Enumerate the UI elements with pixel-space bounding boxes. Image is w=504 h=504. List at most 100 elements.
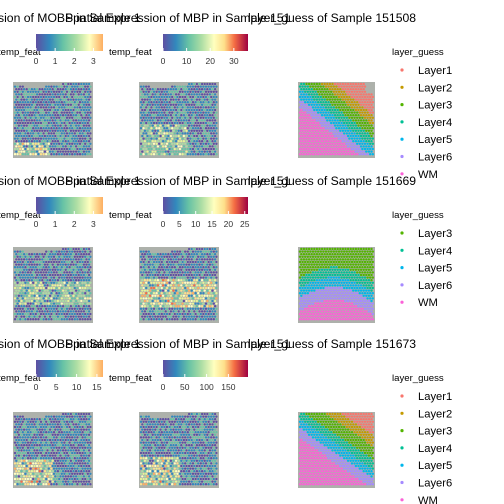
spot — [206, 263, 209, 266]
spot — [177, 103, 180, 106]
spot — [327, 95, 330, 99]
spot — [72, 150, 75, 153]
spot — [139, 271, 143, 274]
spot — [25, 119, 28, 122]
spot — [28, 284, 31, 287]
spot — [61, 129, 65, 132]
spot — [169, 150, 173, 153]
spot — [81, 85, 84, 88]
spot — [143, 124, 147, 127]
spot — [365, 134, 368, 138]
spot — [314, 281, 317, 284]
spot — [15, 93, 18, 96]
spot — [47, 260, 50, 264]
spot — [191, 153, 195, 156]
spot — [328, 103, 332, 106]
spot — [212, 142, 215, 145]
spot — [206, 310, 209, 313]
spot — [363, 286, 367, 290]
spot — [38, 253, 41, 256]
spot — [73, 260, 76, 264]
spot — [206, 279, 209, 282]
spot — [191, 276, 195, 279]
spot — [67, 258, 70, 261]
spot — [71, 111, 74, 114]
spot — [59, 305, 62, 308]
spot — [300, 108, 303, 112]
spot — [89, 101, 92, 104]
spot — [332, 111, 335, 114]
spot — [367, 129, 371, 132]
spot — [186, 281, 189, 284]
spot — [161, 284, 165, 287]
spot — [176, 312, 179, 316]
spot — [186, 121, 189, 125]
colorbar-tick-label: 30 — [229, 56, 239, 66]
spot — [77, 140, 80, 143]
spot — [71, 153, 74, 156]
legend2-ticks-row1: 0 5 10 15 20 25 — [161, 211, 250, 229]
spot — [48, 284, 52, 287]
spot — [352, 279, 355, 282]
spot — [24, 307, 27, 310]
spot — [85, 294, 88, 297]
spot — [26, 90, 30, 93]
spot — [314, 90, 317, 93]
spot — [177, 268, 180, 271]
spot — [349, 263, 352, 266]
spot — [163, 90, 166, 93]
spot — [20, 289, 23, 292]
spot — [73, 297, 76, 300]
spot — [333, 247, 337, 251]
spot — [17, 119, 21, 122]
spot — [363, 297, 367, 300]
spot — [212, 318, 215, 321]
spot — [190, 247, 193, 251]
spot — [37, 142, 40, 145]
spot — [366, 312, 369, 316]
spot — [33, 150, 36, 153]
spot — [352, 299, 355, 303]
spot — [197, 101, 200, 104]
spot — [17, 289, 21, 292]
spot — [71, 101, 74, 104]
spot — [198, 108, 201, 112]
spot — [332, 276, 335, 279]
spot — [50, 312, 53, 316]
spot — [185, 315, 188, 318]
spot — [55, 281, 58, 284]
spot — [148, 114, 152, 117]
spot — [22, 124, 26, 127]
spot — [154, 263, 157, 266]
spot — [71, 312, 74, 316]
spot — [152, 260, 156, 264]
spot — [163, 307, 166, 310]
legend2-title-row2: temp_feat — [109, 373, 152, 384]
spot — [176, 276, 179, 279]
spot — [362, 253, 365, 256]
spot — [41, 88, 44, 91]
spot — [191, 95, 195, 99]
spot — [313, 305, 316, 308]
spot — [48, 145, 52, 148]
spot — [370, 315, 373, 318]
spot — [69, 114, 73, 117]
spot — [178, 250, 182, 253]
spot — [177, 289, 180, 292]
spot — [150, 142, 153, 145]
spot — [319, 111, 322, 114]
spot — [141, 114, 144, 117]
spot — [340, 147, 343, 151]
spot — [158, 101, 161, 104]
spot — [189, 312, 192, 316]
spot — [84, 318, 87, 321]
spot — [371, 307, 374, 310]
spot — [65, 286, 69, 290]
spot — [60, 415, 63, 418]
spot — [177, 273, 180, 277]
spot — [76, 153, 79, 156]
spot — [208, 119, 212, 122]
spot — [54, 310, 57, 313]
spot — [60, 266, 63, 269]
spot — [203, 103, 206, 106]
